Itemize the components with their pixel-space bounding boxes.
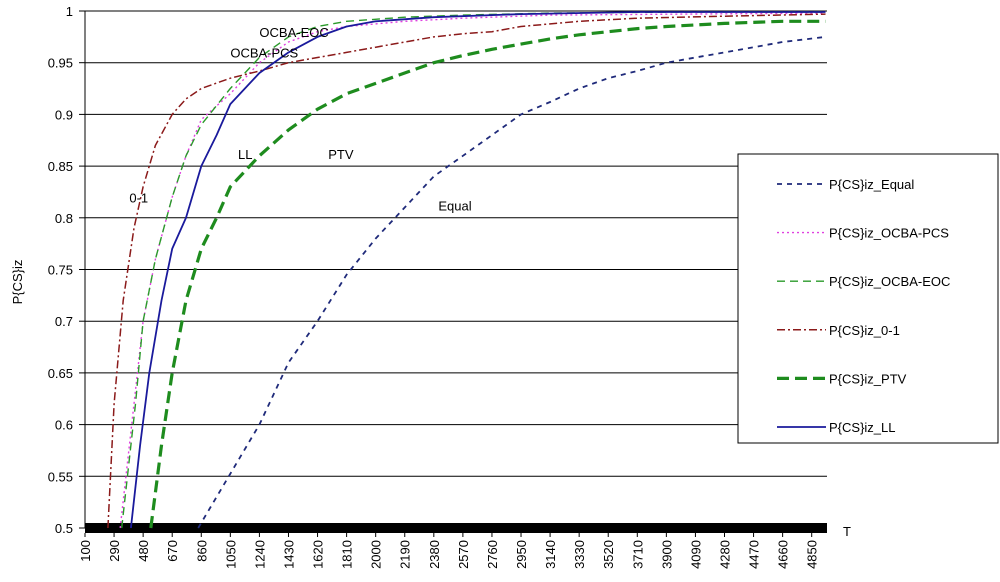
x-tick-label: 3900 xyxy=(659,540,674,569)
series-lines xyxy=(107,11,826,529)
legend-box xyxy=(737,153,999,444)
series-line-2 xyxy=(119,12,826,529)
gridlines xyxy=(85,10,827,529)
x-tick-label: 3330 xyxy=(572,540,587,569)
y-axis: 0.5 0.55 0.6 0.65 0.7 0.75 0.8 0.85 0.9 0.95 1 xyxy=(48,4,86,536)
x-tick-label: 3140 xyxy=(543,540,558,569)
y-tick-label: 0.7 xyxy=(55,314,73,329)
x-tick-label: 670 xyxy=(165,540,180,562)
curve-annotation: LL xyxy=(238,147,252,162)
legend: P{CS}iz_Equal P{CS}iz_OCBA-PCS P{CS}iz_OCB… xyxy=(737,153,999,444)
x-tick-label: 2380 xyxy=(427,540,442,569)
x-tick-label: 4280 xyxy=(717,540,732,569)
curve-annotations: OCBA-EOC OCBA-PCS LL PTV 0-1 Equal xyxy=(129,25,471,214)
y-tick-label: 0.5 xyxy=(55,521,73,536)
x-tick-label: 1810 xyxy=(340,540,355,569)
x-axis-baseline xyxy=(85,523,827,533)
y-tick-label: 0.95 xyxy=(48,56,73,71)
x-axis-label: T xyxy=(843,524,851,539)
curve-annotation: 0-1 xyxy=(129,190,148,205)
x-tick-label: 3710 xyxy=(630,540,645,569)
legend-label: P{CS}iz_OCBA-PCS xyxy=(829,226,949,241)
y-tick-label: 0.55 xyxy=(48,469,73,484)
y-tick-label: 1 xyxy=(66,4,73,19)
legend-label: P{CS}iz_OCBA-EOC xyxy=(829,274,950,289)
x-tick-label: 2000 xyxy=(369,540,384,569)
x-tick-label: 2190 xyxy=(398,540,413,569)
curve-annotation: OCBA-EOC xyxy=(259,25,328,40)
y-tick-label: 0.6 xyxy=(55,418,73,433)
legend-label: P{CS}iz_Equal xyxy=(829,177,914,192)
x-tick-label: 480 xyxy=(136,540,151,562)
x-tick-label: 100 xyxy=(78,540,93,562)
y-tick-label: 0.75 xyxy=(48,263,73,278)
curve-annotation: PTV xyxy=(328,147,354,162)
y-tick-label: 0.9 xyxy=(55,107,73,122)
x-tick-label: 3520 xyxy=(601,540,616,569)
x-tick-label: 1050 xyxy=(223,540,238,569)
y-axis-label: P{CS}iz xyxy=(10,260,25,305)
y-tick-label: 0.85 xyxy=(48,159,73,174)
series-line-4 xyxy=(107,13,826,529)
curve-annotation: Equal xyxy=(438,199,471,214)
x-tick-label: 290 xyxy=(107,540,122,562)
legend-label: P{CS}iz_LL xyxy=(829,420,896,435)
series-line-5 xyxy=(149,19,826,529)
series-line-1 xyxy=(197,36,826,529)
x-tick-label: 4660 xyxy=(776,540,791,569)
x-tick-label: 2570 xyxy=(456,540,471,569)
x-tick-label: 4850 xyxy=(805,540,820,569)
x-tick-label: 4090 xyxy=(688,540,703,569)
x-tick-label: 860 xyxy=(194,540,209,562)
x-tick-label: 1430 xyxy=(281,540,296,569)
x-tick-label: 2950 xyxy=(514,540,529,569)
legend-label: P{CS}iz_0-1 xyxy=(829,323,900,338)
x-tick-label: 4470 xyxy=(747,540,762,569)
legend-label: P{CS}iz_PTV xyxy=(829,371,907,386)
series-line-6 xyxy=(130,11,826,529)
x-tick-label: 2760 xyxy=(485,540,500,569)
y-tick-label: 0.65 xyxy=(48,366,73,381)
x-axis: 100 290 480 670 860 1050 1240 1430 1620 1810 2000 2… xyxy=(78,523,827,569)
y-tick-label: 0.8 xyxy=(55,211,73,226)
x-tick-label: 1240 xyxy=(252,540,267,569)
curve-annotation: OCBA-PCS xyxy=(230,46,298,61)
x-tick-label: 1620 xyxy=(311,540,326,569)
